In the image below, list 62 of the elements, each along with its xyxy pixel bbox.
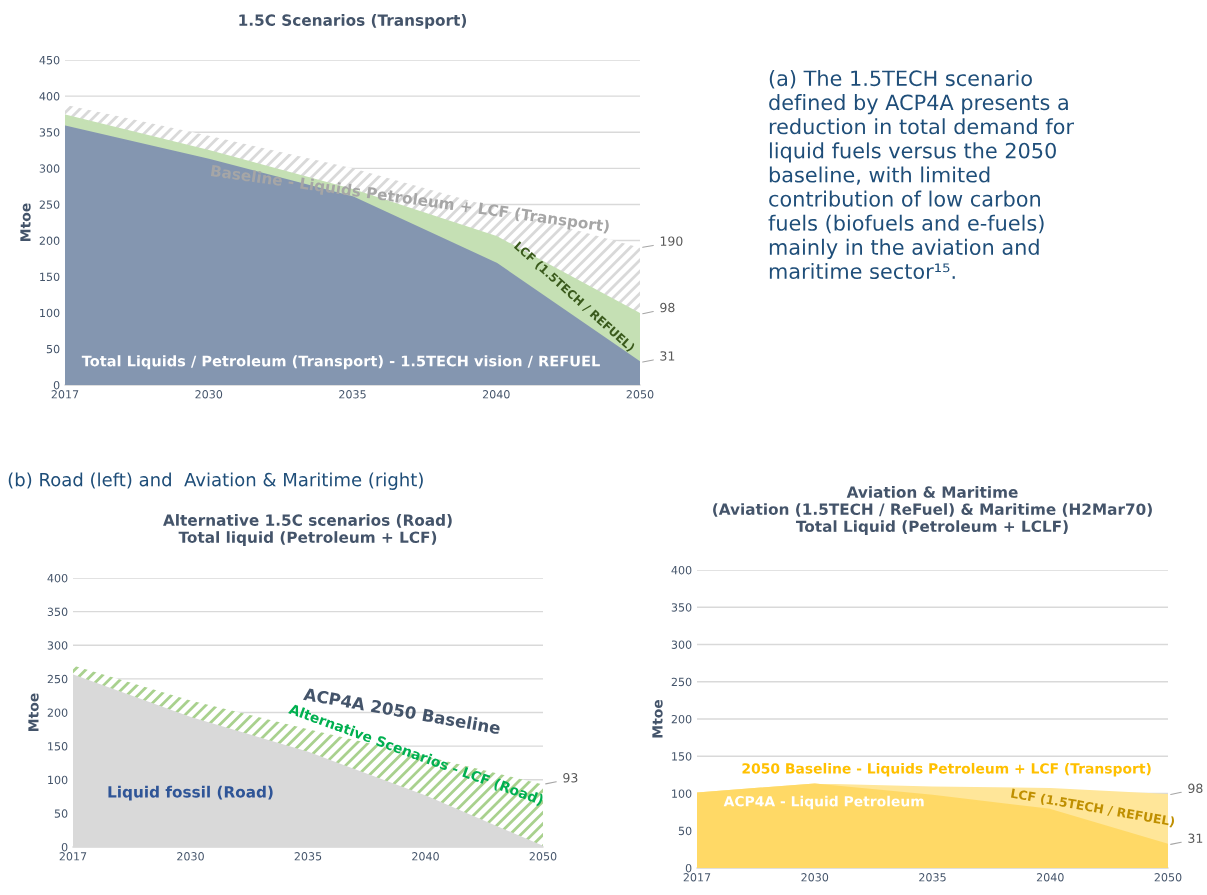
series-label: Liquid fossil (Road) — [108, 785, 273, 801]
y-tick-label: 400 — [39, 92, 60, 101]
chart-title: Alternative 1.5C scenarios (Road) Total liquid (Petroleum + LCF) — [163, 514, 452, 546]
x-tick-label: 2050 — [1154, 873, 1182, 882]
x-tick-label: 2017 — [683, 873, 711, 882]
x-tick-label: 2030 — [195, 390, 223, 399]
y-tick-label: 350 — [39, 128, 60, 137]
y-tick-label: 50 — [46, 344, 60, 354]
y-tick-label: 300 — [39, 164, 60, 173]
x-tick-label: 2040 — [482, 390, 510, 399]
chart-title: Aviation & Maritime (Aviation (1.5TECH / ReFuel) & Maritime (H2Mar70) Total Liquid (Petroleum + LCLF) — [713, 486, 1152, 536]
y-axis-title: Mtoe — [20, 203, 31, 241]
series-label: Total Liquids / Petroleum (Transport) - 1.5TECH vision / REFUEL — [81, 355, 600, 370]
series-label: ACP4A - Liquid Petroleum — [723, 795, 924, 810]
text: (b) Road (left) and Aviation & Maritime (right) — [8, 472, 423, 490]
y-tick-label: 100 — [40, 308, 60, 318]
y-axis-title: Mtoe — [28, 693, 39, 731]
x-tick-label: 2035 — [294, 852, 322, 861]
y-tick-label: 0 — [53, 380, 60, 390]
y-tick-label: 50 — [54, 809, 68, 818]
y-tick-label: 400 — [47, 573, 68, 583]
y-tick-label: 100 — [672, 789, 692, 798]
text: (a) The 1.5TECH scenario defined by ACP4A presents a reduction in total demand for liquid fuels versus the 2050 baseline, with limited contribution of low carbon fuels (biofuels and e-fuels) mainly in the aviation and maritime sector¹⁵. — [768, 70, 1074, 280]
y-tick-label: 150 — [48, 742, 68, 751]
x-tick-label: 2050 — [529, 852, 557, 861]
x-tick-label: 2050 — [626, 390, 654, 399]
y-tick-label: 200 — [671, 714, 692, 724]
y-tick-label: 200 — [39, 236, 60, 245]
y-tick-label: 50 — [678, 826, 692, 836]
y-tick-label: 300 — [47, 641, 68, 650]
x-tick-label: 2030 — [801, 873, 829, 882]
series-label: LCF (1.5TECH / REFUEL) — [1010, 788, 1175, 828]
y-tick-label: 150 — [40, 272, 60, 282]
y-tick-label: 250 — [39, 200, 60, 209]
x-tick-label: 2017 — [59, 852, 87, 861]
y-tick-label: 350 — [671, 603, 692, 612]
y-tick-label: 0 — [685, 863, 692, 873]
data-label: 31 — [1188, 833, 1203, 843]
y-tick-label: 300 — [671, 640, 692, 649]
data-label: 98 — [1188, 783, 1203, 794]
x-tick-label: 2040 — [412, 852, 439, 861]
y-tick-label: 250 — [47, 674, 68, 684]
x-tick-label: 2030 — [177, 852, 204, 861]
y-tick-label: 150 — [672, 752, 692, 761]
y-tick-label: 450 — [39, 55, 60, 65]
y-axis-title: Mtoe — [652, 699, 663, 738]
annotation: 2050 Baseline - Liquids Petroleum + LCF (Transport) — [742, 762, 1151, 777]
x-tick-label: 2017 — [51, 390, 79, 399]
y-tick-label: 100 — [48, 775, 68, 785]
data-label: 31 — [660, 351, 675, 361]
data-label: 190 — [660, 236, 683, 246]
x-tick-label: 2035 — [339, 390, 366, 399]
y-tick-label: 350 — [47, 607, 68, 616]
chart-title: 1.5C Scenarios (Transport) — [239, 14, 467, 29]
data-label: 98 — [660, 302, 675, 313]
x-tick-label: 2035 — [919, 873, 946, 882]
y-tick-label: 200 — [47, 708, 68, 717]
x-tick-label: 2040 — [1036, 873, 1064, 882]
data-label: 93 — [563, 773, 578, 783]
y-tick-label: 400 — [671, 565, 692, 575]
y-tick-label: 250 — [671, 677, 692, 687]
y-tick-label: 0 — [61, 842, 68, 852]
